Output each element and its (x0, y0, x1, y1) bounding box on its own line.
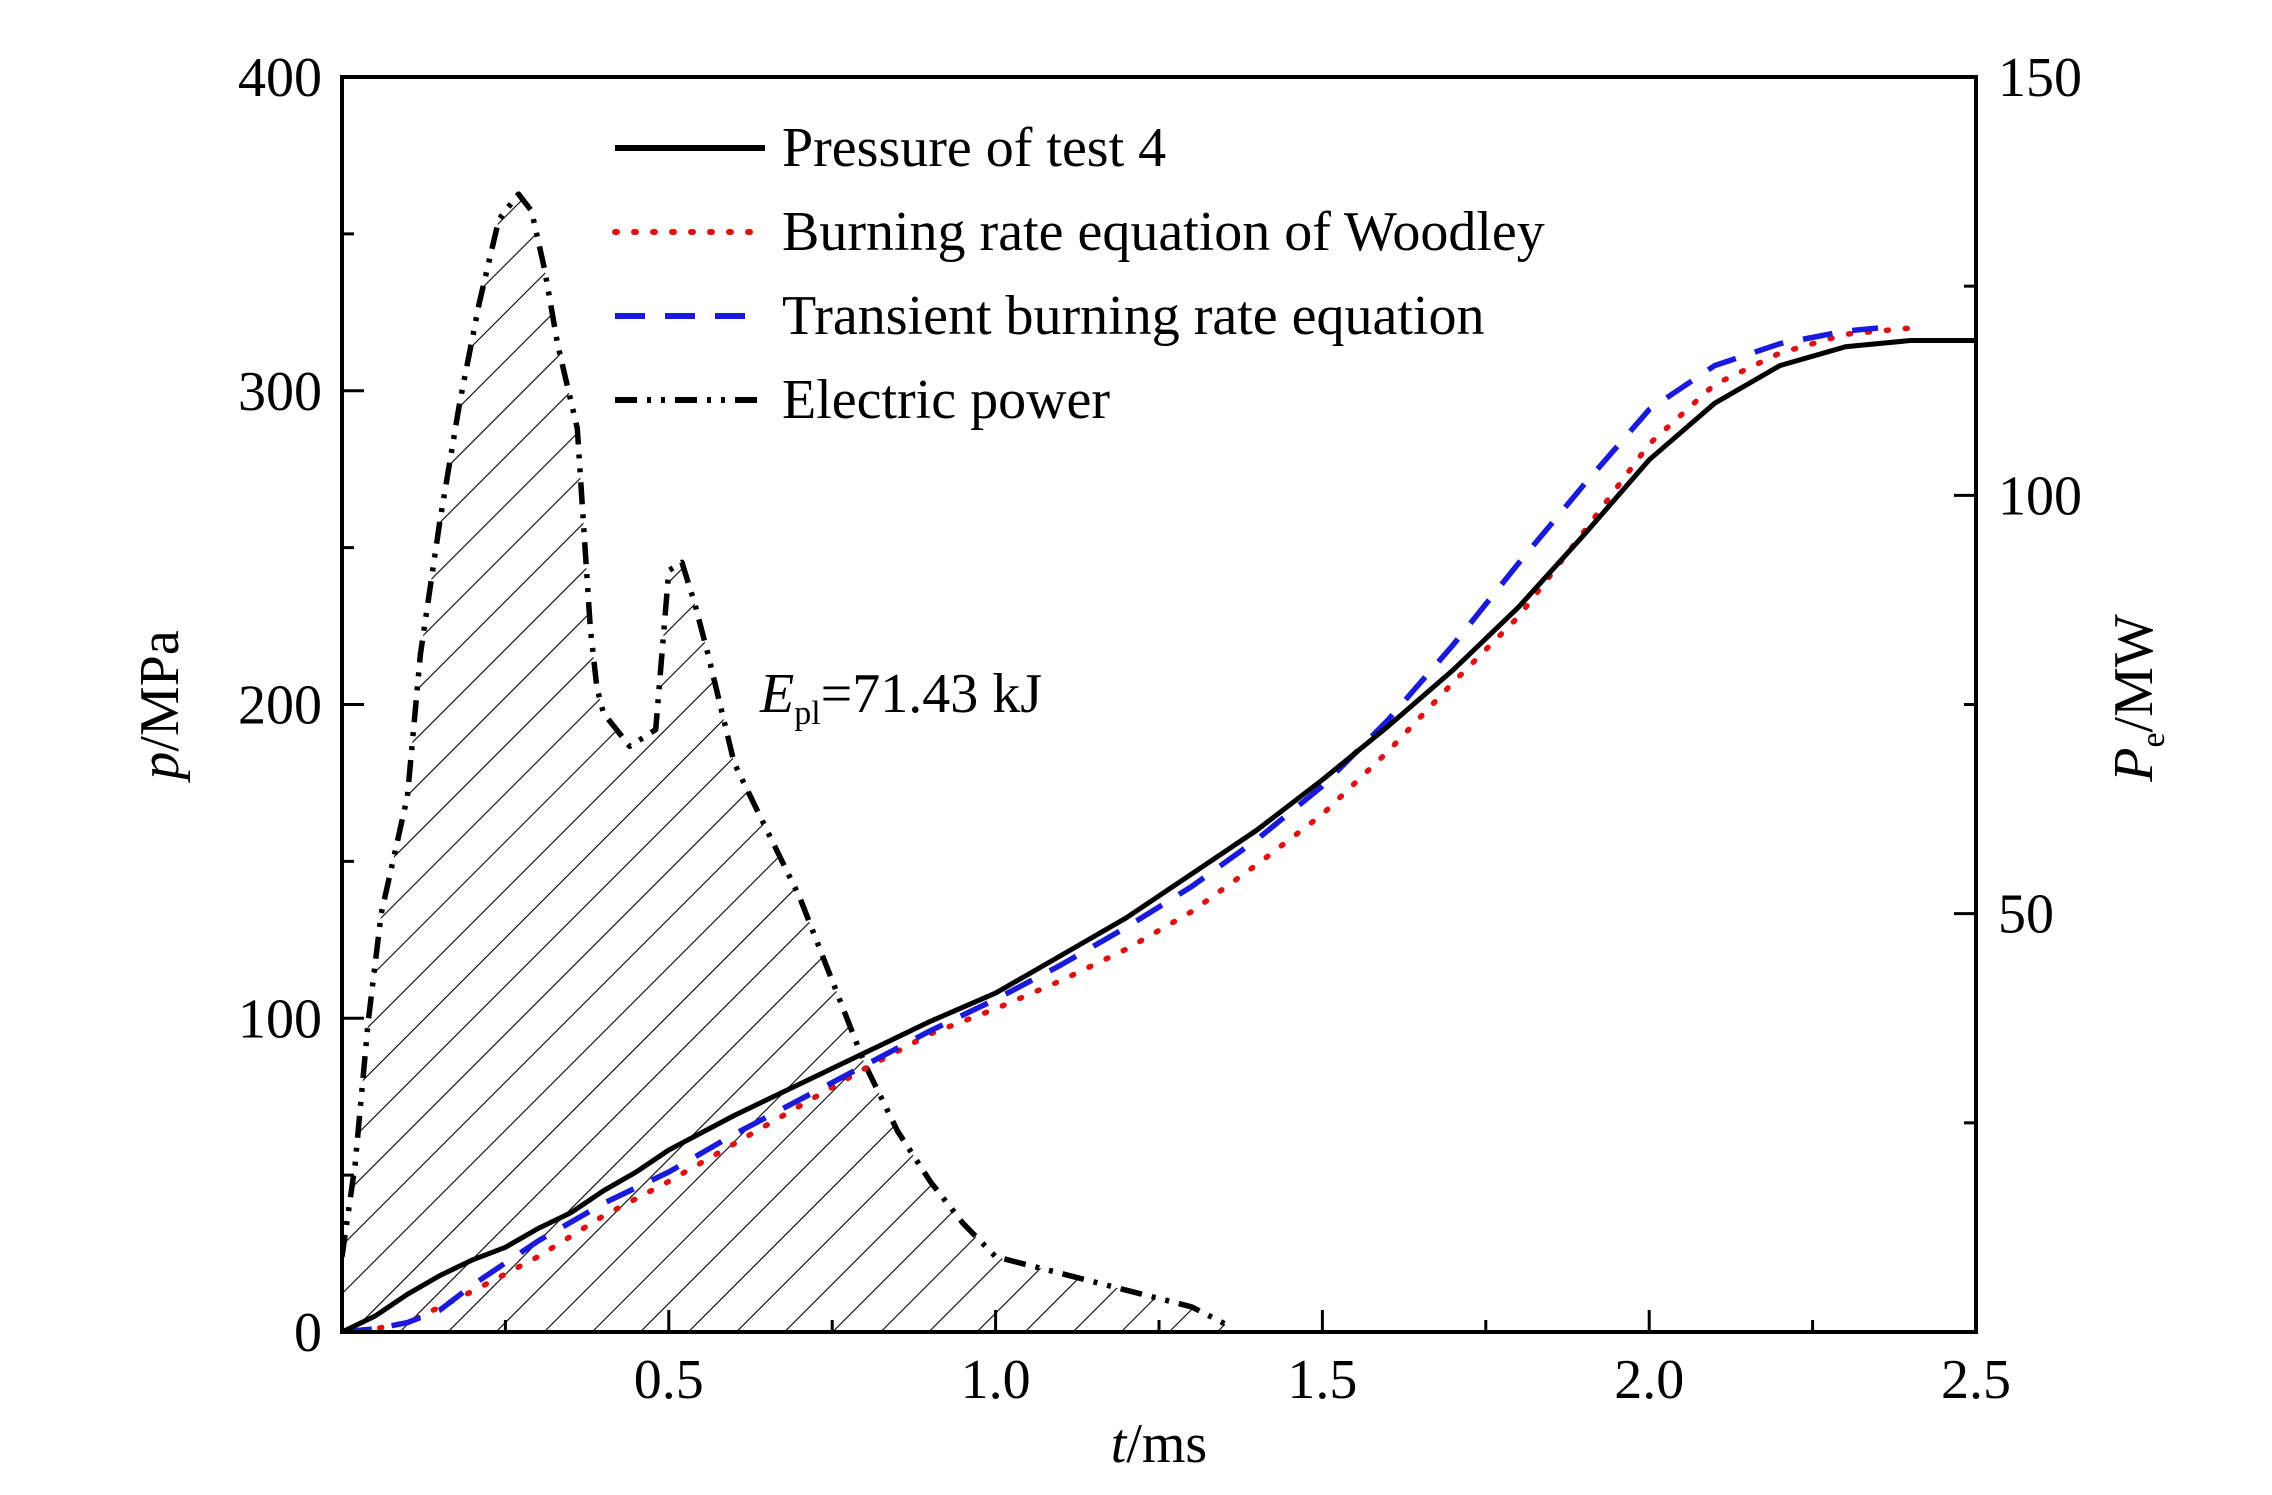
y-right-axis-unit: /MW (2103, 614, 2165, 732)
y-left-axis-title: p/MPa (129, 630, 191, 783)
x-axis-unit: /ms (1126, 1413, 1207, 1475)
y-left-tick-label: 300 (238, 361, 322, 423)
electric-power-fill (342, 194, 1231, 1332)
series-line-2 (342, 325, 1879, 1332)
annotation-value: =71.43 kJ (821, 663, 1042, 725)
x-axis-title: t/ms (1111, 1413, 1207, 1475)
svg-text:t/ms: t/ms (1111, 1413, 1207, 1475)
svg-text:Epl=71.43 kJ: Epl=71.43 kJ (759, 663, 1042, 732)
energy-annotation: Epl=71.43 kJ (759, 663, 1042, 732)
series-layer (342, 191, 1976, 1332)
legend-label-pressure: Pressure of test 4 (782, 117, 1166, 179)
legend-label-woodley: Burning rate equation of Woodley (782, 201, 1545, 263)
y-right-axis-title: Pe/MW (2103, 614, 2172, 783)
y-right-tick-label: 100 (1998, 465, 2082, 527)
plot-area (342, 191, 1976, 1332)
ticks-layer: 0.5 1.0 1.5 2.0 2.5 0 100 200 300 400 50 100 150 (238, 47, 2082, 1411)
y-left-tick-label: 400 (238, 47, 322, 109)
svg-text:Pe/MW: Pe/MW (2103, 614, 2172, 783)
y-right-axis-sub: e (2135, 732, 2172, 747)
annotation-var: E (759, 663, 794, 725)
y-right-tick-label: 50 (1998, 884, 2054, 946)
legend: Pressure of test 4 Burning rate equation… (612, 117, 1545, 431)
x-axis-var: t (1111, 1413, 1128, 1475)
x-tick-label: 1.0 (961, 1349, 1031, 1411)
y-left-axis-var: p (129, 752, 191, 784)
series-line-3 (342, 191, 1234, 1332)
svg-text:p/MPa: p/MPa (129, 630, 191, 783)
y-right-tick-label: 150 (1998, 47, 2082, 109)
x-tick-label: 0.5 (634, 1349, 704, 1411)
series-line-0 (342, 338, 1976, 1332)
annotation-sub: pl (794, 695, 820, 732)
x-tick-label: 2.5 (1941, 1349, 2011, 1411)
y-left-tick-label: 100 (238, 988, 322, 1050)
x-tick-label: 2.0 (1614, 1349, 1684, 1411)
y-left-tick-label: 200 (238, 675, 322, 737)
series-line-1 (342, 325, 1914, 1332)
y-right-axis-var: P (2103, 748, 2165, 783)
y-left-tick-label: 0 (294, 1302, 322, 1364)
y-left-axis-unit: /MPa (129, 630, 191, 751)
x-tick-label: 1.5 (1287, 1349, 1357, 1411)
legend-label-power: Electric power (782, 369, 1110, 431)
legend-label-transient: Transient burning rate equation (782, 285, 1484, 347)
